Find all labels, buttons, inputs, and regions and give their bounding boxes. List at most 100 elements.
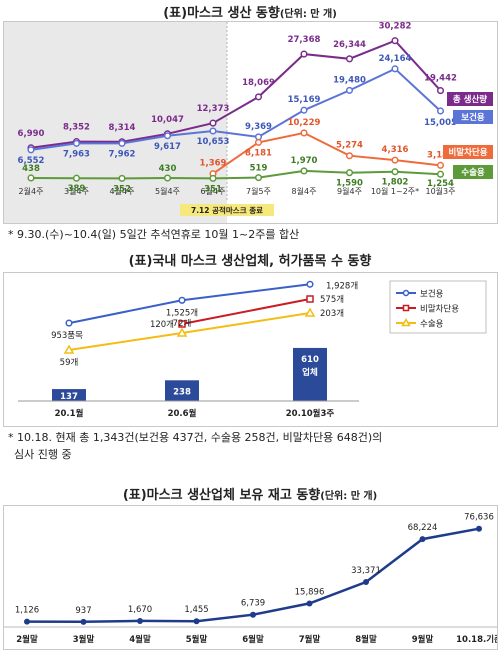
x-tick-label: 3월말: [73, 634, 95, 645]
data-label: 1,369: [200, 159, 227, 169]
data-label: 72개: [173, 318, 192, 329]
x-tick-label: 6월말: [242, 634, 264, 645]
data-point: [118, 139, 126, 147]
x-tick-label: 8월4주: [292, 186, 317, 196]
x-tick-label: 20.10월3주: [286, 408, 335, 419]
data-label: 12,373: [197, 104, 230, 114]
data-label: 9,617: [154, 142, 181, 152]
data-point: [178, 296, 186, 304]
data-label: 1,928개: [326, 280, 358, 291]
data-label: 6,739: [241, 599, 265, 609]
x-tick-label: 4월말: [129, 634, 151, 645]
data-point: [345, 152, 354, 160]
chart2-title: (표)국내 마스크 생산업체, 허가품목 수 동향: [128, 254, 372, 269]
x-tick-label: 4월4주: [110, 186, 135, 196]
data-label: 59개: [60, 357, 79, 368]
data-label: 438: [22, 164, 40, 174]
data-point: [363, 578, 369, 585]
data-label: 15,896: [295, 587, 325, 597]
data-label: 6,990: [18, 129, 45, 139]
data-label: 10,047: [151, 115, 184, 125]
data-label: 352: [113, 184, 131, 194]
data-label: 575개: [320, 294, 344, 305]
data-point: [80, 618, 87, 625]
chart3-title-row: (표)마스크 생산업체 보유 재고 동향(단위: 만 개): [0, 484, 500, 503]
legend-marker-2: [401, 318, 411, 327]
chart3-title: (표)마스크 생산업체 보유 재고 동향: [122, 488, 321, 503]
data-label: 6,552: [18, 156, 45, 166]
chart2-box: 137 238 610 업체 20.1월 20.6월 20.10월3주 953품목 1,525개…: [3, 272, 498, 427]
data-point: [436, 107, 445, 115]
legend-swatch-0: [447, 92, 493, 106]
data-point: [391, 168, 399, 176]
data-label: 519: [250, 164, 268, 174]
chart1-note: * 9.30.(수)~10.4(일) 5일간 추석연휴로 10월 1~2주를 합…: [8, 228, 300, 241]
data-point: [72, 139, 81, 147]
bar-suffix-label: 업체: [302, 367, 318, 378]
legend-marker-1: [402, 304, 410, 312]
bar: [165, 380, 199, 401]
data-label: 68,224: [408, 523, 438, 533]
data-point: [436, 170, 445, 178]
x-tick-label: 5월말: [186, 634, 208, 645]
data-label: 10,229: [288, 118, 321, 128]
data-label: 24,164: [379, 54, 412, 64]
data-point: [118, 174, 126, 182]
data-label: 15,005: [424, 118, 457, 128]
data-point: [24, 618, 30, 625]
x-tick-label: 6월4주: [201, 186, 226, 196]
data-point: [419, 536, 426, 543]
data-point: [300, 167, 308, 175]
data-label: 1,126: [15, 606, 39, 616]
data-point: [72, 174, 81, 182]
data-label: 7,962: [109, 149, 136, 159]
chart3-plot: 2월말 3월말 4월말 5월말 6월말 7월말 8월말 9월말 10.18.기준 1,126 937…: [4, 513, 500, 645]
data-label: 389: [68, 184, 86, 194]
data-point: [306, 600, 313, 607]
data-label: 7,963: [63, 149, 90, 159]
data-point: [476, 525, 482, 532]
data-point: [178, 320, 186, 328]
legend-swatch-1: [453, 110, 493, 124]
chart1-unit: (단위: 만 개): [279, 9, 337, 20]
data-point: [254, 174, 263, 182]
data-point: [27, 174, 35, 182]
data-point: [137, 617, 143, 624]
data-label: 120개: [150, 319, 174, 330]
legend-label-0: 보건용: [420, 289, 444, 300]
data-label: 1,590: [336, 179, 363, 189]
legend-label-3: 수술용: [461, 167, 485, 178]
data-label: 351: [204, 184, 222, 194]
chart1-box: 2월4주 3월4주 4월4주 5월4주 6월4주 7월5주 8월4주 9월4주 10월 1~2주…: [3, 21, 498, 224]
chart1-title-row: (표)마스크 생산 동향(단위: 만 개): [0, 2, 500, 21]
x-tick-label: 20.6월: [168, 408, 197, 419]
data-point: [27, 146, 35, 154]
x-tick-label: 9월4주: [337, 186, 362, 196]
data-label: 19,480: [333, 75, 366, 85]
data-label: 8,181: [245, 148, 272, 158]
data-point: [209, 127, 217, 135]
bar-label: 610: [301, 355, 319, 365]
annotation-box: [180, 204, 274, 216]
x-tick-label: 2월말: [16, 634, 38, 645]
data-point: [345, 55, 354, 63]
data-point: [436, 87, 445, 95]
data-label: 27,368: [288, 35, 321, 45]
data-label: 1,970: [291, 156, 318, 166]
data-label: 1,455: [184, 605, 208, 615]
x-tick-label: 20.1월: [55, 408, 84, 419]
legend-label-2: 수술용: [420, 320, 444, 330]
x-tick-label: 5월4주: [155, 186, 180, 196]
data-label: 1,525개: [166, 307, 198, 318]
data-label: 26,344: [333, 40, 366, 50]
data-point: [65, 319, 73, 327]
data-point: [306, 280, 314, 288]
annotation-label: 7.12 공적마스크 종료: [191, 205, 263, 215]
data-point: [254, 138, 263, 146]
x-tick-label: 7월5주: [246, 186, 271, 196]
chart1-title: (표)마스크 생산 동향: [163, 6, 280, 21]
data-label: 937: [75, 606, 91, 616]
data-point: [209, 174, 217, 182]
chart1-plot: 2월4주 3월4주 4월4주 5월4주 6월4주 7월5주 8월4주 9월4주 10월 1~2주…: [4, 22, 493, 223]
data-point: [300, 106, 308, 114]
